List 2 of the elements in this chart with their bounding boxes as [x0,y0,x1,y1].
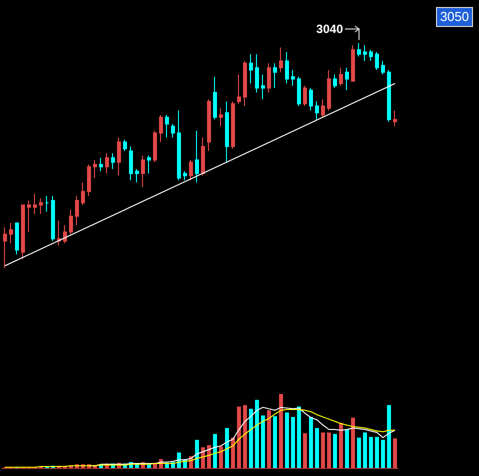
text: 3040 [316,22,344,36]
text: 3050 [436,7,473,27]
